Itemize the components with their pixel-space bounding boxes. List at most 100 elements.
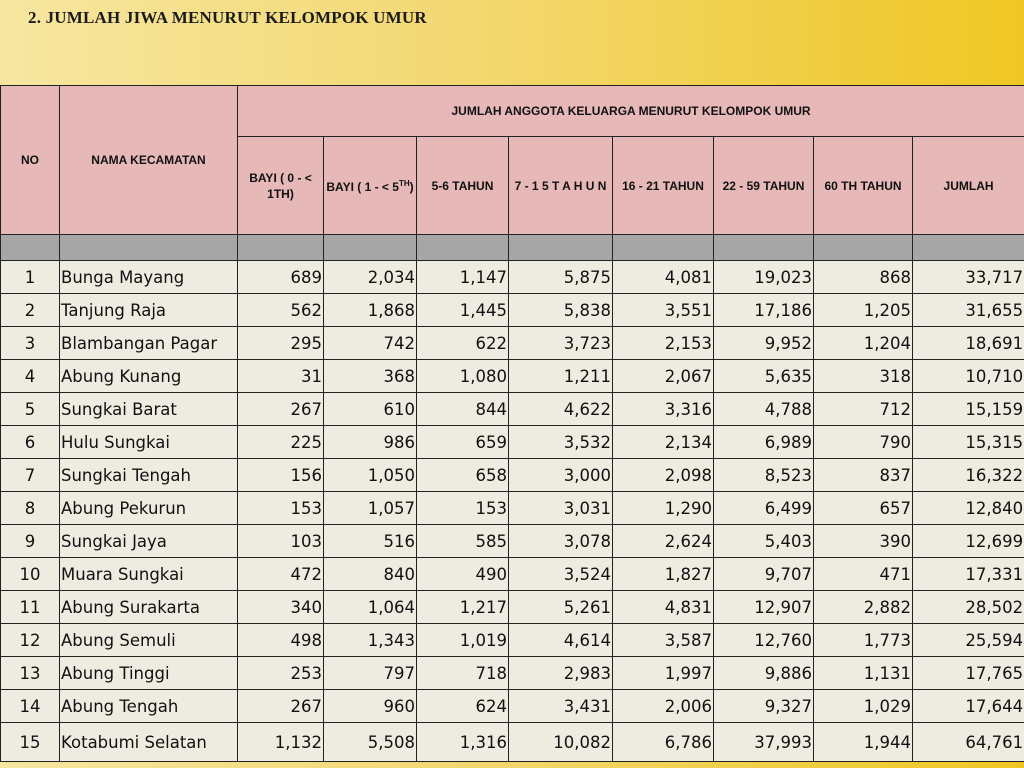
cell-age-16-21: 4,081: [612, 260, 714, 294]
cell-age-22-59: 5,403: [713, 524, 814, 558]
cell-age-5-6: 1,019: [416, 623, 509, 657]
cell-age-7-15: 5,875: [508, 260, 613, 294]
cell-age-22-59: 6,499: [713, 491, 814, 525]
cell-jumlah: 17,331: [911, 557, 1024, 591]
kecamatan-name: Muara Sungkai: [59, 557, 238, 591]
cell-age-16-21: 4,831: [612, 590, 714, 624]
kecamatan-name: Sungkai Tengah: [59, 458, 238, 492]
kecamatan-name: Blambangan Pagar: [59, 326, 238, 360]
cell-bayi-1-5: 1,868: [323, 293, 417, 327]
cell-age-60: 390: [813, 524, 913, 558]
cell-jumlah: 16,322: [911, 458, 1024, 492]
cell-bayi-1-5: 960: [323, 689, 417, 723]
cell-jumlah: 17,765: [911, 656, 1024, 690]
cell-age-60: 868: [813, 260, 913, 294]
cell-bayi-1-5: 1,057: [323, 491, 417, 525]
cell-age-22-59: 9,327: [713, 689, 814, 723]
cell-age-5-6: 844: [416, 392, 509, 426]
cell-age-7-15: 3,000: [508, 458, 613, 492]
cell-bayi-1-5: 742: [323, 326, 417, 360]
cell-age-5-6: 1,080: [416, 359, 509, 393]
cell-bayi-0-1: 562: [237, 293, 324, 327]
header-5-6: 5-6 TAHUN: [416, 136, 509, 235]
cell-age-5-6: 624: [416, 689, 509, 723]
cell-jumlah: 33,717: [911, 260, 1024, 294]
cell-age-5-6: 622: [416, 326, 509, 360]
row-number: 14: [0, 689, 60, 723]
kecamatan-name: Abung Tengah: [59, 689, 238, 723]
cell-age-22-59: 9,707: [713, 557, 814, 591]
cell-age-22-59: 37,993: [713, 722, 814, 762]
cell-bayi-1-5: 1,050: [323, 458, 417, 492]
cell-age-7-15: 2,983: [508, 656, 613, 690]
cell-age-60: 837: [813, 458, 913, 492]
cell-age-22-59: 12,907: [713, 590, 814, 624]
page-title: 2. JUMLAH JIWA MENURUT KELOMPOK UMUR: [28, 8, 427, 27]
cell-age-7-15: 3,723: [508, 326, 613, 360]
header-bayi-1-5-sup: TH: [398, 179, 410, 188]
table-row: 11 Abung Surakarta 340 1,064 1,217 5,261 4,831…: [0, 590, 1024, 624]
population-table: NO NAMA KECAMATAN JUMLAH ANGGOTA KELUARG…: [0, 85, 1024, 762]
cell-age-7-15: 3,078: [508, 524, 613, 558]
cell-bayi-1-5: 1,343: [323, 623, 417, 657]
cell-bayi-0-1: 153: [237, 491, 324, 525]
header-60: 60 TH TAHUN: [813, 136, 913, 235]
cell-age-7-15: 10,082: [508, 722, 613, 762]
header-group: JUMLAH ANGGOTA KELUARGA MENURUT KELOMPOK…: [236, 85, 1024, 137]
cell-age-7-15: 3,532: [508, 425, 613, 459]
cell-age-5-6: 718: [416, 656, 509, 690]
cell-bayi-1-5: 2,034: [323, 260, 417, 294]
cell-age-5-6: 1,316: [416, 722, 509, 762]
table-row: 10 Muara Sungkai 472 840 490 3,524 1,827 9,707 4…: [0, 557, 1024, 591]
cell-bayi-0-1: 689: [237, 260, 324, 294]
row-number: 3: [0, 326, 60, 360]
cell-bayi-0-1: 31: [237, 359, 324, 393]
cell-age-16-21: 1,290: [612, 491, 714, 525]
table-row: 14 Abung Tengah 267 960 624 3,431 2,006 9,327 1,…: [0, 689, 1024, 723]
table-row: 4 Abung Kunang 31 368 1,080 1,211 2,067 5,635 31…: [0, 359, 1024, 393]
cell-bayi-0-1: 253: [237, 656, 324, 690]
separator-row: [0, 234, 1024, 261]
header-bayi-1-5: BAYI ( 1 - < 5TH): [323, 136, 417, 235]
cell-age-22-59: 8,523: [713, 458, 814, 492]
cell-age-16-21: 3,316: [612, 392, 714, 426]
cell-age-7-15: 1,211: [508, 359, 613, 393]
cell-jumlah: 12,699: [911, 524, 1024, 558]
cell-age-7-15: 5,838: [508, 293, 613, 327]
cell-age-7-15: 4,614: [508, 623, 613, 657]
cell-age-16-21: 6,786: [612, 722, 714, 762]
cell-age-16-21: 2,134: [612, 425, 714, 459]
cell-age-60: 1,205: [813, 293, 913, 327]
header-22-59: 22 - 59 TAHUN: [713, 136, 814, 235]
kecamatan-name: Sungkai Jaya: [59, 524, 238, 558]
header-bayi-1-5-text: BAYI ( 1 - < 5: [326, 180, 399, 194]
cell-bayi-1-5: 1,064: [323, 590, 417, 624]
table-row: 1 Bunga Mayang 689 2,034 1,147 5,875 4,081 19,0…: [0, 260, 1024, 294]
cell-age-16-21: 2,067: [612, 359, 714, 393]
cell-bayi-0-1: 267: [237, 392, 324, 426]
cell-jumlah: 15,315: [911, 425, 1024, 459]
cell-age-16-21: 2,006: [612, 689, 714, 723]
row-number: 1: [0, 260, 60, 294]
table-row: 13 Abung Tinggi 253 797 718 2,983 1,997 9,886 1,…: [0, 656, 1024, 690]
cell-age-5-6: 1,217: [416, 590, 509, 624]
kecamatan-name: Abung Tinggi: [59, 656, 238, 690]
table-row: 2 Tanjung Raja 562 1,868 1,445 5,838 3,551 17,1…: [0, 293, 1024, 327]
table-body: 1 Bunga Mayang 689 2,034 1,147 5,875 4,081 19,0…: [0, 260, 1024, 762]
header-bayi-1-5-end: ): [409, 180, 414, 194]
row-number: 11: [0, 590, 60, 624]
cell-bayi-0-1: 267: [237, 689, 324, 723]
row-number: 15: [0, 722, 60, 762]
row-number: 5: [0, 392, 60, 426]
cell-age-16-21: 2,624: [612, 524, 714, 558]
cell-age-16-21: 3,551: [612, 293, 714, 327]
cell-age-16-21: 1,827: [612, 557, 714, 591]
row-number: 10: [0, 557, 60, 591]
cell-age-5-6: 585: [416, 524, 509, 558]
kecamatan-name: Abung Pekurun: [59, 491, 238, 525]
cell-jumlah: 10,710: [911, 359, 1024, 393]
cell-age-16-21: 1,997: [612, 656, 714, 690]
header-nama-kecamatan: NAMA KECAMATAN: [59, 85, 238, 235]
header-7-15: 7 - 1 5 T A H U N: [508, 136, 613, 235]
kecamatan-name: Abung Semuli: [59, 623, 238, 657]
